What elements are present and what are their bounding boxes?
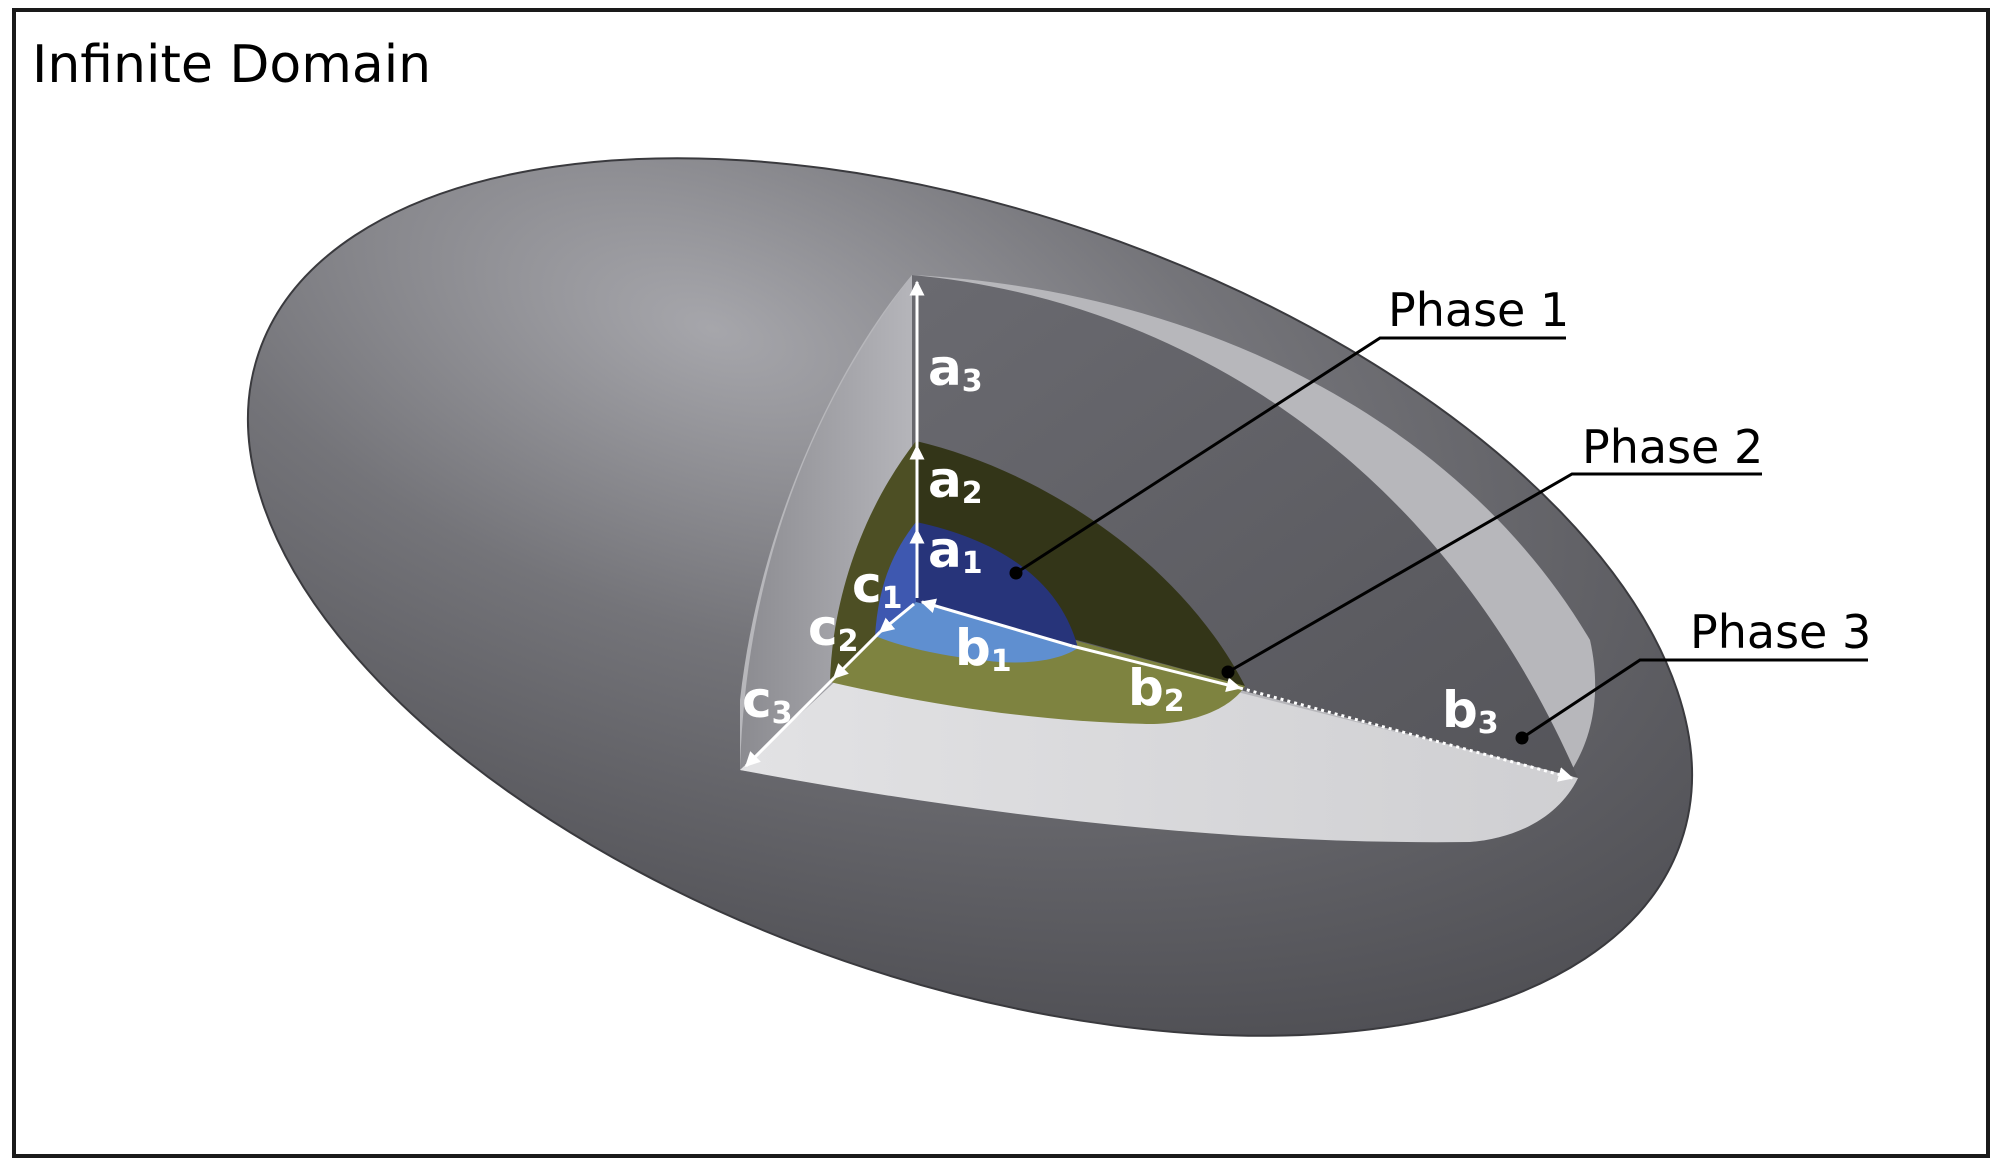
label-b2: b2 [1128, 659, 1185, 719]
arrow-b2 [1071, 644, 1242, 693]
phase2-upper-face [916, 441, 1245, 686]
phase1-leader-line [1015, 336, 1566, 575]
arrow-b3 [1239, 686, 1574, 782]
phase1-lower-face [875, 602, 1078, 663]
phase-callouts [1009, 336, 1868, 745]
phase2-label: Phase 2 [1582, 420, 1763, 474]
phase1-upper-face [916, 522, 1078, 648]
phase2-leader-dot [1221, 665, 1235, 679]
phase3-label: Phase 3 [1690, 605, 1871, 659]
label-b3: b3 [1442, 681, 1499, 741]
phase1-leader-dot [1009, 566, 1023, 580]
arrow-c2 [832, 630, 882, 680]
arrow-b1 [920, 598, 1073, 648]
label-a3: a3 [928, 339, 983, 399]
label-c1: c1 [852, 556, 903, 616]
phase2-side-face [830, 441, 916, 682]
dimension-arrows [744, 280, 1574, 782]
dimension-labels: a3 a2 a1 c1 c2 c3 b1 b2 b3 [742, 339, 1499, 741]
arrow-c3 [744, 676, 836, 768]
phase2-leader-line [1227, 472, 1762, 674]
figure-title: Infinite Domain [32, 35, 431, 95]
arrow-c1 [878, 602, 915, 634]
phase3-leader-line [1521, 658, 1868, 740]
label-a1: a1 [928, 521, 983, 581]
phase3-leader-dot [1515, 731, 1529, 745]
phase1-side-face [875, 522, 916, 636]
phase3-upper-face [912, 275, 1578, 778]
label-a2: a2 [928, 451, 983, 511]
label-b1: b1 [955, 619, 1012, 679]
label-c2: c2 [808, 599, 859, 659]
phase1-label: Phase 1 [1388, 283, 1569, 337]
label-c3: c3 [742, 671, 793, 731]
